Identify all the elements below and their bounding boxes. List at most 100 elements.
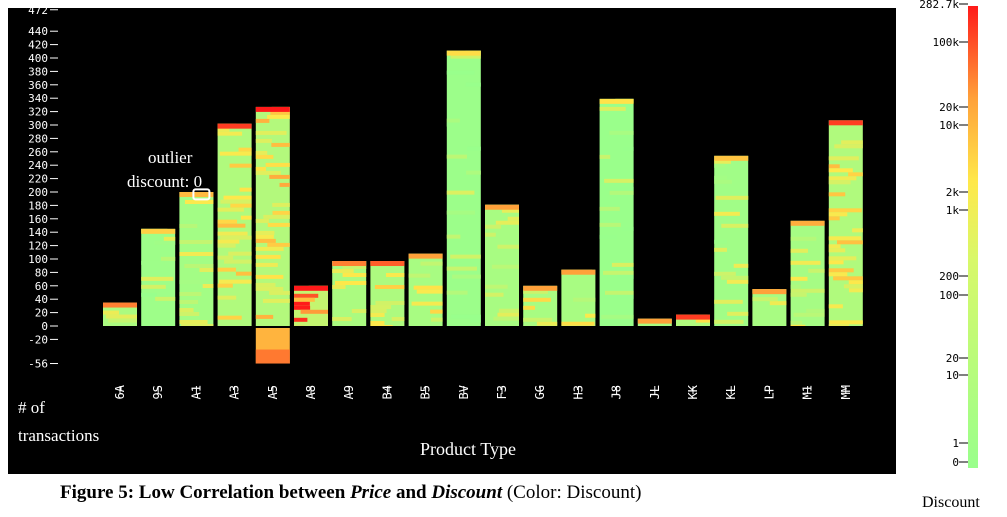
- bar-segment: [181, 324, 214, 326]
- bar-segment: [332, 285, 346, 290]
- bar-segment: [446, 154, 467, 159]
- bar-base: [179, 192, 214, 326]
- bar-top-segment: [332, 261, 367, 267]
- bar-segment: [431, 317, 443, 322]
- bar-segment: [828, 192, 846, 197]
- bar-top-segment: [752, 289, 787, 295]
- bar-segment: [217, 239, 240, 244]
- bar-segment: [790, 292, 807, 297]
- bar-B4: [370, 261, 405, 326]
- x-tick-label: BV: [457, 385, 471, 399]
- bar-segment: [714, 271, 736, 276]
- x-axis-label: Product Type: [420, 439, 516, 459]
- bar-segment: [160, 256, 176, 261]
- bar-segment: [179, 224, 198, 228]
- bar-segment: [105, 314, 137, 319]
- bar-segment: [199, 268, 214, 272]
- bar-H3: [561, 269, 596, 326]
- x-tick-label: J8: [610, 385, 624, 399]
- bar-segment: [793, 312, 825, 317]
- caption-part-3: (Color: Discount): [502, 482, 642, 503]
- bar-segment: [446, 266, 477, 271]
- bar-segment: [179, 292, 202, 296]
- legend-tick-label: 200: [939, 270, 959, 283]
- bar-segment: [828, 236, 862, 241]
- bar-segment: [848, 288, 863, 293]
- bar-segment: [446, 118, 460, 123]
- y-axis-label: # of: [18, 398, 45, 417]
- bar-segment: [294, 305, 311, 310]
- bar-segment: [852, 228, 863, 233]
- bar-segment: [267, 114, 290, 119]
- bar-segment: [466, 170, 481, 175]
- bar-segment: [217, 315, 242, 320]
- bar-segment: [828, 256, 857, 261]
- bar-segment: [255, 170, 281, 175]
- bar-top-segment: [676, 314, 710, 320]
- bar-segment: [255, 130, 287, 135]
- bar-segment: [446, 234, 461, 239]
- bar-segment: [332, 269, 354, 274]
- bar-top-segment: [179, 192, 214, 197]
- bar-6A: [103, 302, 137, 326]
- bar-segment: [727, 311, 749, 316]
- bar-segment: [485, 284, 508, 289]
- bar-segment: [255, 166, 267, 171]
- bar-segment: [828, 216, 840, 221]
- bar-segment: [828, 212, 848, 217]
- bar-negative-segment: [255, 349, 290, 364]
- bar-segment: [342, 265, 367, 270]
- x-tick-label: A1: [189, 385, 203, 399]
- bar-segment: [714, 299, 743, 304]
- bar-segment: [217, 127, 230, 132]
- bar-segment: [255, 118, 270, 123]
- x-axis: 6A 9S A1 A3 A5 A8 A9 B4 B5 BV F3 GG H3 J8 JL KK KL LP M1 MM: [113, 384, 853, 399]
- bar-segment: [769, 301, 787, 306]
- bar-segment: [155, 296, 176, 301]
- caption-part-2: and: [391, 482, 432, 503]
- bar-segment: [255, 314, 274, 319]
- bar-segment: [255, 218, 269, 223]
- x-tick-label: A9: [342, 385, 356, 399]
- bar-segment: [714, 159, 731, 164]
- bar-segment: [202, 284, 214, 288]
- bar-segment: [470, 318, 481, 323]
- y-tick-label: 420: [28, 39, 48, 52]
- bar-segment: [217, 231, 248, 236]
- bar-segment: [294, 293, 319, 298]
- bar-segment: [446, 210, 475, 215]
- bar-top-segment: [561, 269, 596, 275]
- bar-segment: [370, 321, 385, 326]
- bar-segment: [255, 238, 276, 243]
- bar-segment: [238, 147, 252, 152]
- bar-segment: [255, 138, 272, 143]
- x-tick-label: A5: [266, 385, 280, 399]
- bar-segment: [217, 207, 244, 212]
- bar-top-segment: [523, 285, 558, 291]
- bar-top-segment: [370, 261, 405, 267]
- bar-segment: [184, 200, 214, 204]
- bar-segment: [411, 301, 443, 306]
- bar-segment: [790, 320, 803, 325]
- y-tick-label: 380: [28, 65, 48, 78]
- y-tick-label: 360: [28, 79, 48, 92]
- bar-segment: [726, 279, 749, 284]
- bar-base: [828, 120, 863, 326]
- bar-segment: [229, 163, 252, 168]
- bar-segment: [255, 154, 274, 159]
- y-tick-label: 60: [35, 280, 48, 293]
- bar-segment: [828, 260, 844, 265]
- bar-segment: [467, 146, 481, 151]
- bar-segment: [828, 268, 854, 273]
- legend-color-bar: [968, 6, 978, 468]
- legend-tick-label: 10k: [939, 119, 959, 132]
- y-tick-label: 340: [28, 92, 48, 105]
- caption-discount: Discount: [431, 482, 503, 503]
- x-tick-label: B5: [419, 385, 433, 399]
- bar-segment: [848, 280, 863, 285]
- bar-segment: [714, 211, 740, 216]
- legend-tick-label: 282.7k: [919, 0, 959, 11]
- bar-segment: [255, 274, 284, 279]
- outlier-marker: [192, 188, 211, 201]
- bar-segment: [485, 224, 502, 229]
